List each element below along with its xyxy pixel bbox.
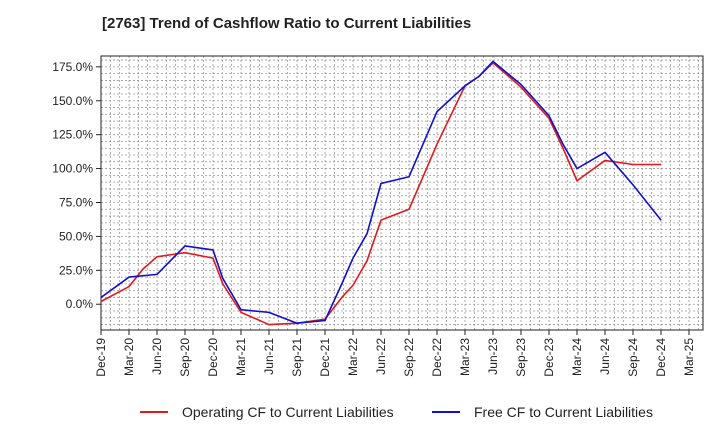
y-tick-label: 25.0% [59, 263, 93, 277]
y-tick-label: 150.0% [52, 94, 93, 108]
x-tick-label: Jun-20 [150, 338, 164, 375]
x-tick-label: Mar-20 [122, 338, 136, 376]
x-tick-label: Sep-22 [402, 338, 416, 377]
legend-item-operating-cf: Operating CF to Current Liabilities [140, 404, 394, 420]
x-tick-label: Dec-19 [94, 338, 108, 377]
x-tick-label: Sep-24 [626, 338, 640, 377]
x-tick-label: Sep-21 [290, 338, 304, 377]
x-tick-label: Jun-22 [374, 338, 388, 375]
x-tick-label: Dec-21 [318, 338, 332, 377]
x-tick-label: Dec-22 [430, 338, 444, 377]
x-tick-label: Dec-20 [206, 338, 220, 377]
x-tick-label: Mar-22 [346, 338, 360, 376]
y-tick-label: 125.0% [52, 128, 93, 142]
x-tick-label: Mar-24 [570, 338, 584, 376]
y-axis-ticks: 0.0% 25.0% 50.0% 75.0% 100.0% 125.0% 150.0% 175… [52, 60, 101, 311]
legend-label-operating-cf: Operating CF to Current Liabilities [182, 404, 394, 420]
x-tick-label: Mar-25 [682, 338, 696, 376]
x-tick-label: Dec-23 [542, 338, 556, 377]
plot-area-frame [100, 55, 704, 331]
x-tick-label: Sep-23 [514, 338, 528, 377]
y-tick-label: 75.0% [59, 195, 93, 209]
grid-lines [100, 56, 703, 330]
x-tick-label: Mar-23 [458, 338, 472, 376]
legend-swatch-operating-cf [140, 411, 168, 413]
x-tick-label: Jun-23 [486, 338, 500, 375]
legend-swatch-free-cf [432, 411, 460, 413]
x-tick-label: Mar-21 [234, 338, 248, 376]
series-line-operating-cf [100, 61, 661, 326]
legend: Operating CF to Current Liabilities Free… [0, 404, 720, 428]
legend-label-free-cf: Free CF to Current Liabilities [474, 404, 653, 420]
y-tick-label: 175.0% [52, 60, 93, 74]
x-axis-ticks: Dec-19 Mar-20 Jun-20 Sep-20 Dec-20 Mar-21 Jun-… [94, 330, 696, 377]
y-tick-label: 100.0% [52, 162, 93, 176]
x-tick-label: Sep-20 [178, 338, 192, 377]
x-tick-label: Dec-24 [654, 338, 668, 377]
y-tick-label: 50.0% [59, 229, 93, 243]
legend-item-free-cf: Free CF to Current Liabilities [432, 404, 653, 420]
x-tick-label: Jun-24 [598, 338, 612, 375]
series-lines [100, 60, 662, 326]
series-line-free-cf [100, 60, 662, 325]
chart-title: [2763] Trend of Cashflow Ratio to Curren… [102, 15, 472, 32]
y-tick-label: 0.0% [66, 297, 94, 311]
x-tick-label: Jun-21 [262, 338, 276, 375]
